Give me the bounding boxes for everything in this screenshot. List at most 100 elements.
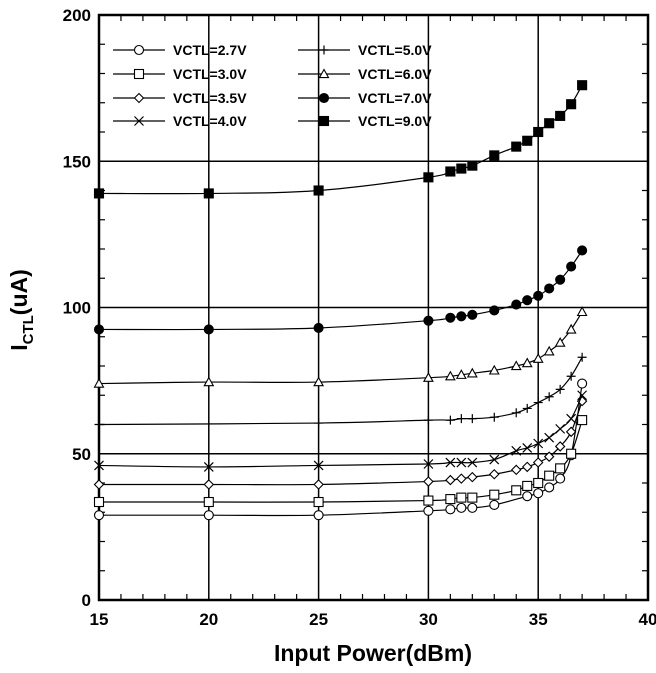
data-point-diamond-open: [423, 476, 434, 487]
series-vctl-3-0v: [93, 415, 588, 508]
data-point-diamond-open: [543, 451, 555, 462]
data-point-square-filled: [522, 135, 533, 146]
data-point-circle-filled: [544, 283, 555, 294]
data-point-x: [203, 461, 214, 472]
data-point-circle-filled: [93, 324, 105, 335]
series-vctl-7-0v: [93, 245, 588, 335]
data-point-circle-filled: [313, 322, 324, 334]
data-point-diamond-open: [467, 471, 478, 483]
data-point-triangle-open: [203, 376, 215, 387]
data-point-circle-open: [133, 44, 145, 56]
legend-label: VCTL=2.7V: [173, 42, 247, 58]
data-point-plus: [555, 384, 565, 394]
data-point-square-filled: [456, 163, 467, 174]
data-point-square-open: [511, 485, 522, 496]
data-point-circle-open: [445, 504, 456, 515]
data-point-diamond-open: [510, 464, 522, 476]
series-line: [99, 400, 583, 486]
data-point-diamond-open: [313, 479, 324, 490]
data-point-square-filled: [93, 188, 105, 199]
data-point-triangle-open: [554, 336, 566, 347]
data-point-circle-open: [555, 473, 566, 484]
data-point-x: [423, 459, 434, 469]
data-point-triangle-open: [521, 357, 533, 368]
data-point-triangle-open: [576, 306, 588, 317]
series-line: [98, 84, 583, 195]
data-point-plus: [522, 403, 532, 413]
data-point-square-open: [313, 496, 324, 508]
data-point-circle-open: [577, 378, 588, 389]
axes: 15 20 25 30 35 40 0 50 100 150 200: [63, 6, 656, 629]
data-point-square-filled: [445, 166, 456, 177]
data-point-plus: [423, 415, 433, 425]
legend-label: VCTL=3.0V: [173, 66, 247, 82]
data-point-x: [94, 460, 104, 471]
data-point-diamond-open: [489, 468, 500, 480]
data-point-circle-open: [203, 510, 214, 521]
data-point-circle-filled: [489, 305, 500, 316]
data-point-triangle-open: [93, 377, 105, 388]
data-point-diamond-open: [565, 426, 577, 438]
data-point-triangle-open: [466, 367, 478, 378]
data-point-square-open: [533, 477, 544, 489]
data-point-plus: [94, 420, 104, 429]
data-point-circle-open: [544, 482, 555, 493]
x-tick-label: 20: [199, 610, 218, 629]
legend-item: VCTL=7.0V: [298, 90, 432, 106]
data-point-circle-filled: [511, 299, 522, 310]
data-point-square-open: [456, 492, 467, 503]
y-axis-title-subscript: CTL: [20, 315, 37, 344]
data-point-circle-filled: [318, 92, 330, 104]
legend-label: VCTL=5.0V: [358, 42, 432, 58]
data-point-plus: [533, 398, 543, 408]
data-point-plus: [544, 392, 554, 402]
data-point-square-open: [566, 448, 577, 459]
data-point-x: [555, 423, 566, 434]
x-tick-label: 30: [419, 610, 438, 629]
data-point-diamond-open: [133, 92, 145, 104]
data-point-square-open: [445, 494, 456, 505]
data-point-square-open: [423, 495, 434, 506]
y-tick-label: 200: [63, 6, 91, 25]
x-axis-title: Input Power(dBm): [274, 640, 472, 666]
x-tick-label: 35: [529, 610, 548, 629]
data-point-square-open: [522, 480, 533, 491]
data-point-circle-filled: [533, 290, 544, 301]
data-point-triangle-open: [318, 68, 330, 79]
data-point-square-open: [93, 496, 105, 508]
data-point-square-filled: [577, 80, 588, 91]
x-tick-label: 25: [309, 610, 328, 629]
data-point-square-filled: [489, 150, 500, 161]
data-point-x: [566, 413, 577, 424]
data-point-x: [511, 445, 522, 456]
series-vctl-3-5v: [93, 395, 588, 490]
legend-item: VCTL=4.0V: [113, 113, 247, 129]
data-point-circle-open: [456, 502, 467, 513]
data-point-square-open: [577, 415, 588, 426]
legend-item: VCTL=6.0V: [298, 66, 432, 82]
series-line: [98, 394, 583, 468]
data-point-plus: [489, 412, 499, 422]
data-point-circle-open: [313, 510, 324, 521]
legend-label: VCTL=7.0V: [358, 90, 432, 106]
y-axis-title: ICTL(uA): [6, 269, 37, 351]
data-point-circle-filled: [555, 274, 566, 285]
data-point-circle-open: [489, 499, 500, 510]
data-point-diamond-open: [554, 441, 566, 452]
series-line: [99, 419, 583, 503]
grid-lines: [99, 15, 648, 600]
legend-label: VCTL=6.0V: [358, 66, 432, 82]
data-point-circle-filled: [423, 315, 434, 326]
data-point-diamond-open: [521, 461, 533, 473]
data-point-x: [313, 460, 324, 471]
data-point-diamond-open: [93, 479, 105, 490]
series-line: [98, 383, 583, 517]
legend-item: VCTL=5.0V: [298, 42, 432, 58]
data-point-x: [467, 457, 478, 468]
data-point-triangle-open: [510, 360, 522, 371]
data-point-circle-open: [533, 488, 544, 499]
y-axis-title-unit: (uA): [6, 269, 32, 315]
data-point-triangle-open: [565, 323, 577, 334]
data-point-triangle-open: [532, 353, 544, 363]
data-point-square-filled: [533, 126, 544, 138]
